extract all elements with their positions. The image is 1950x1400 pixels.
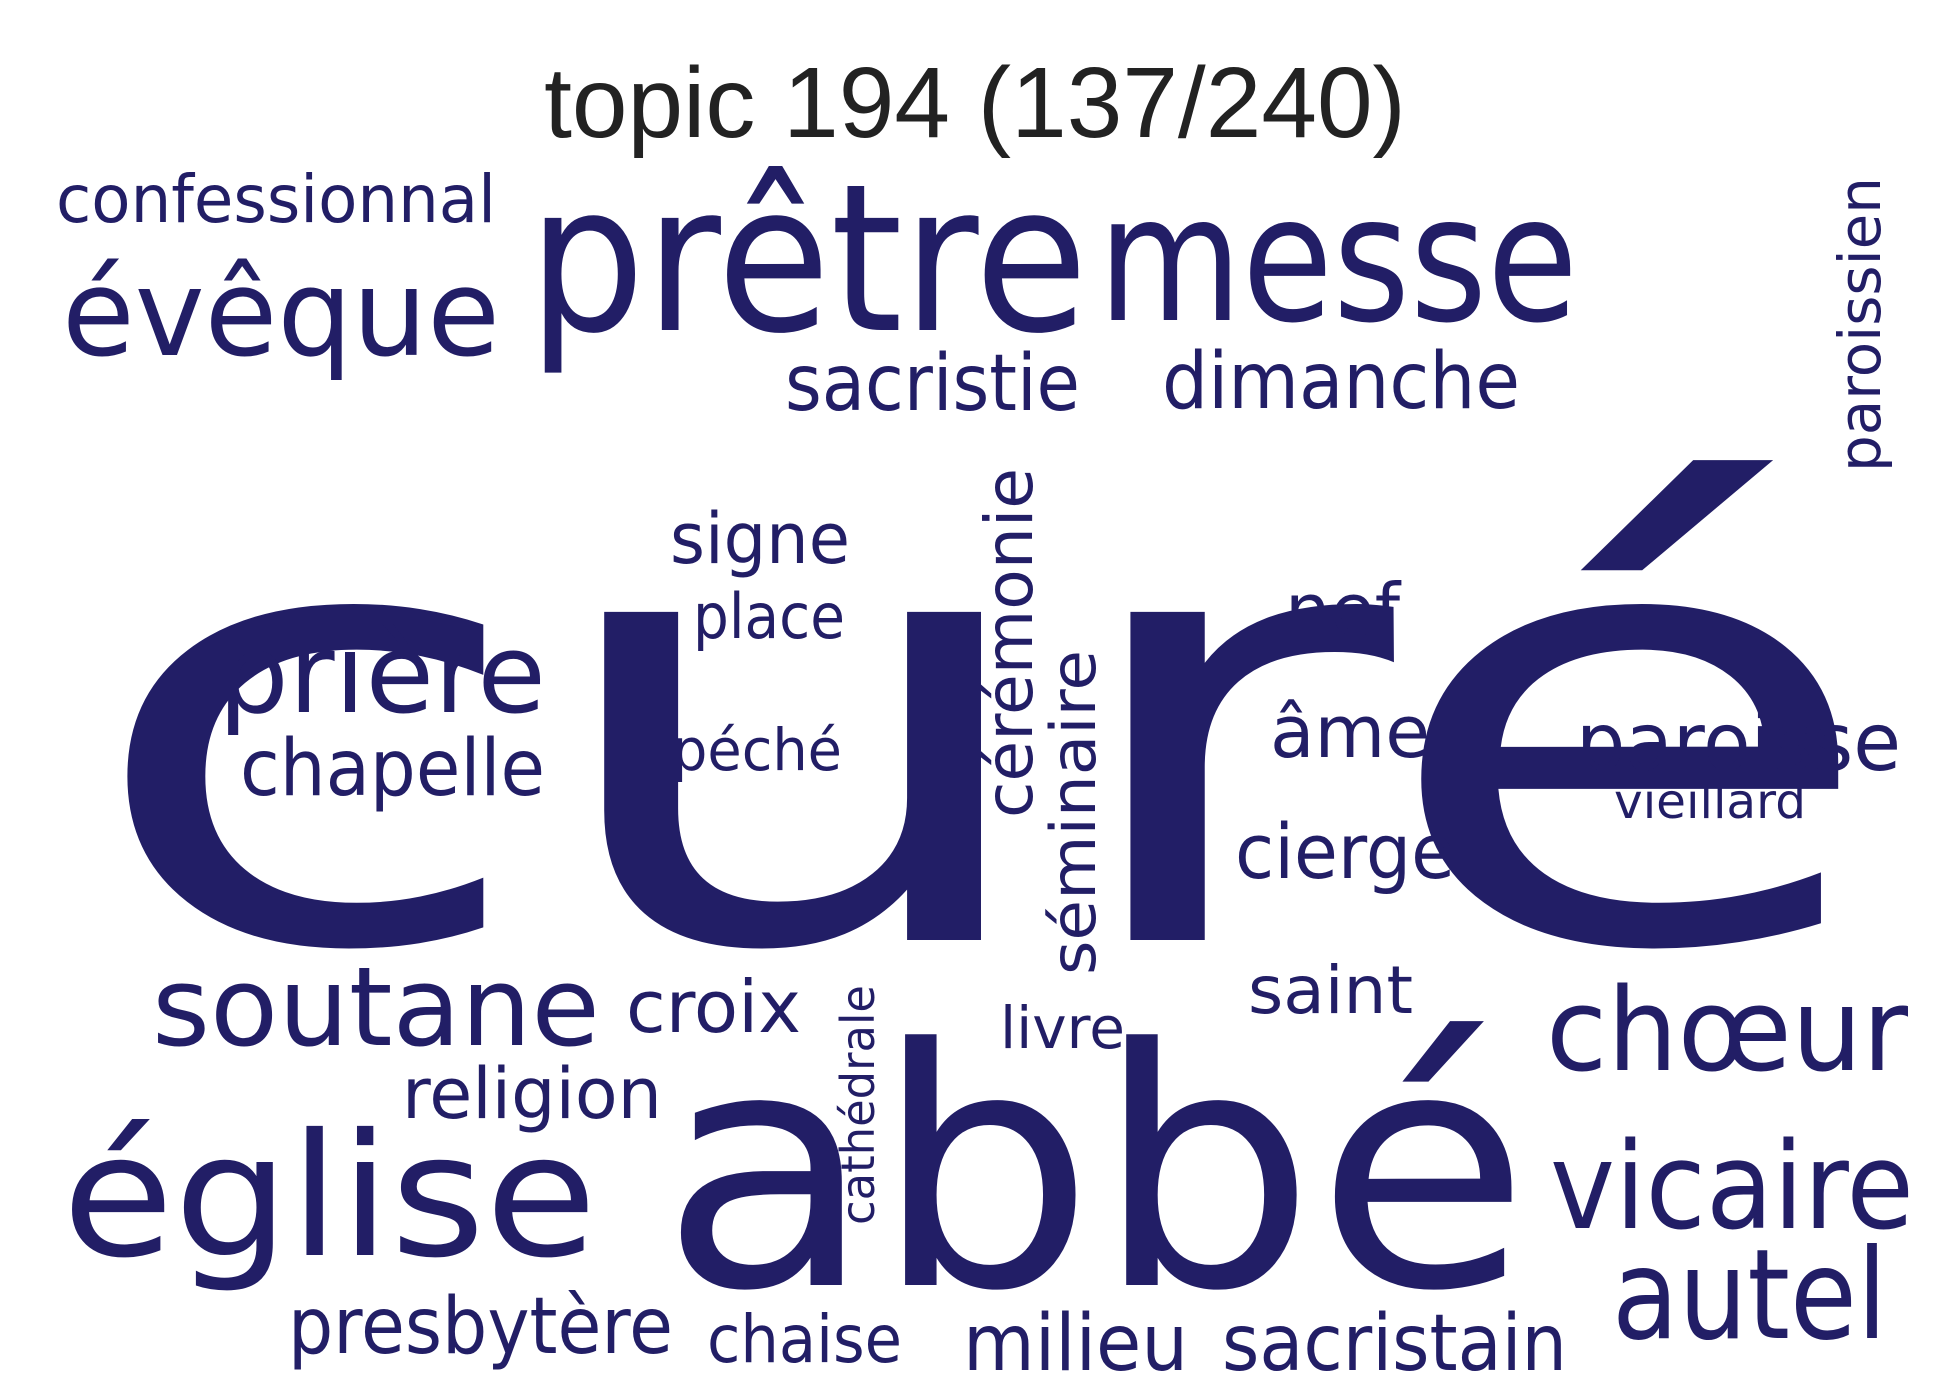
word-priere: prière xyxy=(218,610,546,738)
word-pretre: prêtre xyxy=(528,141,1088,379)
word-cierge: cierge xyxy=(1235,807,1455,896)
word-saint: saint xyxy=(1248,952,1413,1029)
word-messe: messe xyxy=(1098,159,1578,362)
word-dimanche: dimanche xyxy=(1162,337,1520,427)
word-religion: religion xyxy=(402,1053,662,1135)
word-cure: curé xyxy=(82,383,1882,1082)
word-nef: nef xyxy=(1285,568,1402,652)
word-ceremonie: cérémonie xyxy=(971,468,1048,818)
word-ame: âme xyxy=(1270,690,1430,774)
word-vieillard: vieillard xyxy=(1614,774,1806,830)
word-abbe: abbé xyxy=(660,979,1530,1363)
word-cathedrale: cathédrale xyxy=(831,985,885,1225)
word-presbytere: presbytère xyxy=(288,1282,673,1372)
word-milieu: milieu xyxy=(963,1299,1188,1389)
word-livre: livre xyxy=(1000,994,1125,1062)
word-chapelle: chapelle xyxy=(240,724,545,814)
word-seminaire: séminaire xyxy=(1037,650,1110,975)
word-peche: péché xyxy=(672,716,842,784)
word-croix: croix xyxy=(626,965,801,1049)
word-autel: autel xyxy=(1612,1223,1887,1368)
word-signe: signe xyxy=(670,498,850,580)
word-choeur: chœur xyxy=(1546,964,1909,1098)
word-place: place xyxy=(693,580,845,653)
word-eglise: église xyxy=(62,1098,597,1296)
word-eveque: évêque xyxy=(62,245,500,384)
word-sacristain: sacristain xyxy=(1222,1299,1567,1389)
word-sacristie: sacristie xyxy=(785,339,1080,429)
word-soutane: soutane xyxy=(152,943,600,1071)
word-cloud-title: topic 194 (137/240) xyxy=(544,47,1406,159)
word-paroissien: paroissien xyxy=(1826,177,1894,472)
word-chaise: chaise xyxy=(707,1301,902,1378)
word-vicaire: vicaire xyxy=(1550,1118,1914,1257)
word-paroisse: paroisse xyxy=(1576,696,1901,789)
word-confessionnal: confessionnal xyxy=(56,161,496,238)
